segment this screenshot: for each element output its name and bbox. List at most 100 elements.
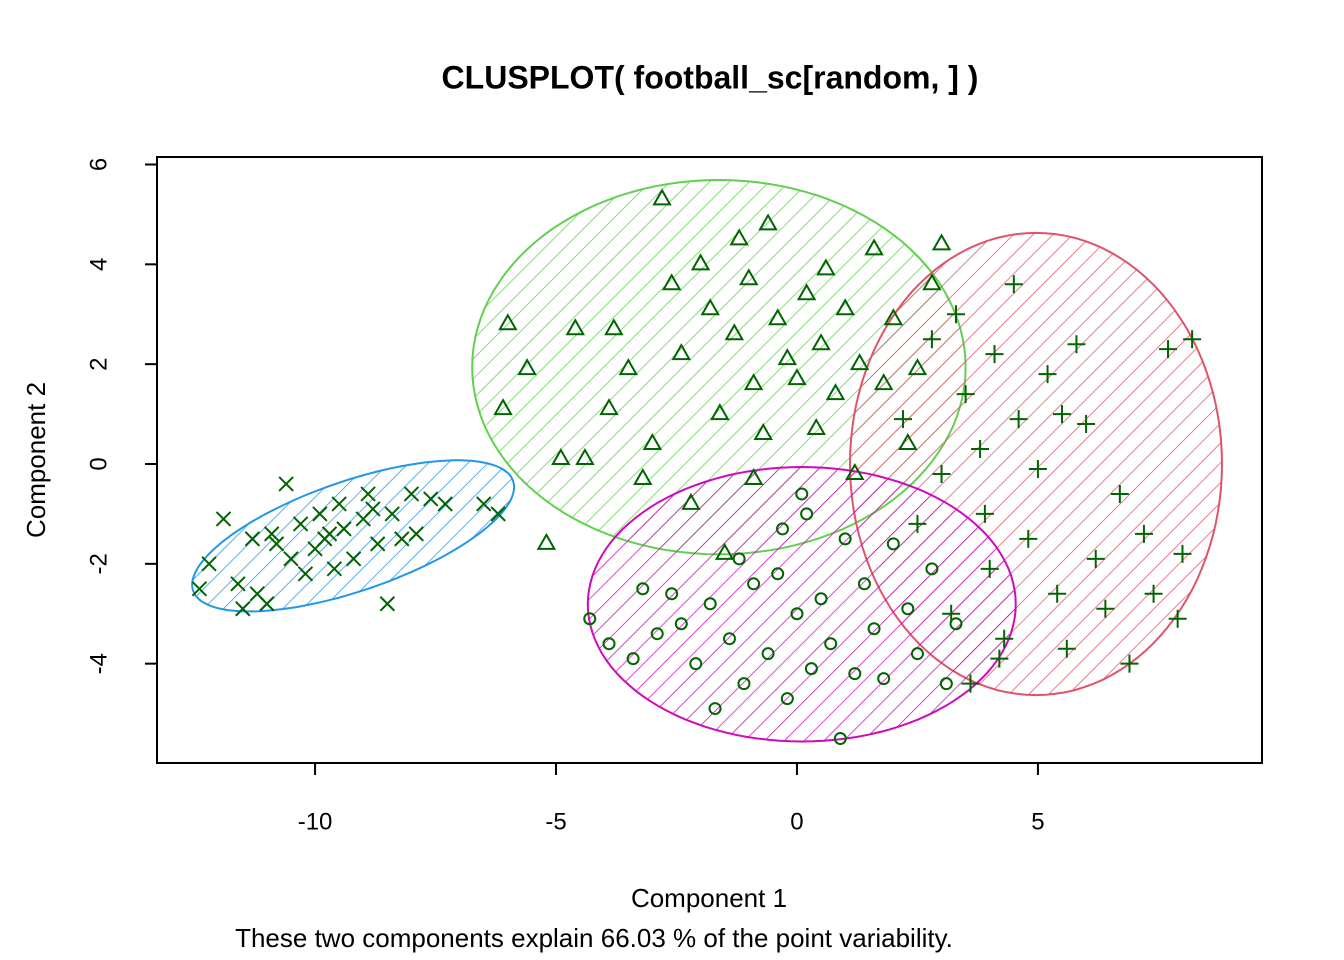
- point-x: [297, 566, 314, 582]
- chart-title: CLUSPLOT( football_sc[random, ] ): [442, 59, 979, 95]
- point-plus: [1120, 654, 1139, 673]
- points: [191, 188, 1202, 746]
- point-circle: [650, 627, 664, 641]
- point-circle: [877, 672, 891, 686]
- point-x: [370, 536, 386, 552]
- point-plus: [980, 559, 999, 578]
- point-circle: [737, 677, 751, 691]
- y-tick-label: -4: [85, 653, 112, 674]
- point-triangle: [633, 467, 653, 485]
- point-plus: [1067, 335, 1086, 354]
- point-plus: [961, 674, 980, 693]
- point-plus: [1173, 544, 1192, 563]
- point-triangle: [835, 298, 855, 316]
- point-plus: [971, 440, 990, 459]
- point-triangle: [811, 333, 831, 351]
- y-tick-label: 4: [85, 258, 112, 271]
- point-triangle: [845, 462, 865, 480]
- point-circle: [722, 632, 736, 646]
- point-plus: [893, 410, 912, 429]
- point-triangle: [767, 308, 788, 326]
- point-plus: [946, 305, 965, 324]
- point-x: [259, 596, 275, 612]
- point-triangle: [806, 418, 826, 436]
- point-plus: [922, 330, 941, 349]
- ellipses: [191, 178, 1224, 743]
- point-circle: [949, 617, 963, 631]
- point-plus: [908, 514, 927, 533]
- point-circle: [824, 637, 838, 651]
- point-triangle: [922, 273, 942, 291]
- point-triangle: [758, 213, 778, 231]
- point-triangle: [604, 318, 624, 336]
- point-circle: [689, 657, 703, 671]
- point-x: [235, 601, 251, 617]
- point-triangle: [729, 228, 749, 246]
- y-tick-label: -2: [85, 553, 112, 574]
- point-triangle: [743, 467, 764, 485]
- point-x: [201, 556, 217, 572]
- point-triangle: [777, 348, 798, 366]
- point-triangle: [739, 268, 759, 286]
- point-triangle: [743, 373, 764, 391]
- point-triangle: [681, 492, 701, 510]
- point-x: [268, 536, 285, 552]
- y-tick-label: 2: [85, 357, 112, 370]
- point-circle: [674, 617, 688, 631]
- point-plus: [1086, 549, 1105, 568]
- point-triangle: [618, 358, 639, 376]
- point-x: [263, 526, 280, 542]
- point-triangle: [652, 188, 672, 206]
- point-plus: [1077, 415, 1096, 434]
- point-plus: [1004, 275, 1023, 294]
- point-plus: [1048, 584, 1067, 603]
- x-tick-label: 5: [1031, 808, 1044, 835]
- point-triangle: [551, 447, 571, 466]
- y-tick-label: 6: [85, 158, 112, 171]
- point-triangle: [864, 238, 884, 256]
- point-plus: [1057, 639, 1076, 658]
- point-plus: [1096, 599, 1115, 618]
- point-x: [379, 596, 396, 612]
- point-x: [312, 506, 328, 522]
- point-plus: [1144, 584, 1163, 603]
- point-circle: [703, 597, 717, 611]
- point-x: [345, 551, 362, 567]
- point-plus: [1168, 609, 1187, 628]
- point-plus: [1053, 405, 1072, 424]
- point-triangle: [825, 383, 846, 401]
- point-circle: [857, 577, 871, 591]
- point-plus: [990, 649, 1009, 668]
- point-plus: [1183, 330, 1202, 349]
- x-tick-label: 0: [790, 808, 803, 835]
- point-triangle: [796, 283, 817, 301]
- point-x: [476, 496, 492, 512]
- point-triangle: [536, 532, 557, 550]
- point-circle: [732, 552, 746, 566]
- point-circle: [665, 587, 679, 601]
- point-triangle: [787, 368, 807, 386]
- point-triangle: [671, 343, 692, 361]
- point-plus: [975, 504, 994, 523]
- point-x: [191, 581, 208, 597]
- point-circle: [848, 667, 862, 681]
- point-triangle: [714, 542, 735, 560]
- point-circle: [761, 647, 775, 661]
- point-plus: [1009, 410, 1028, 429]
- point-plus: [1159, 340, 1178, 359]
- point-triangle: [873, 373, 894, 391]
- point-triangle: [931, 233, 952, 251]
- point-x: [230, 576, 246, 592]
- point-plus: [1019, 529, 1038, 548]
- point-circle: [925, 562, 939, 576]
- point-circle: [795, 487, 809, 501]
- point-triangle: [724, 323, 745, 341]
- point-circle: [901, 602, 915, 616]
- point-x: [283, 551, 299, 567]
- point-triangle: [690, 253, 711, 271]
- point-triangle: [700, 298, 720, 316]
- point-x: [437, 496, 453, 512]
- point-triangle: [493, 398, 513, 416]
- point-circle: [602, 637, 616, 651]
